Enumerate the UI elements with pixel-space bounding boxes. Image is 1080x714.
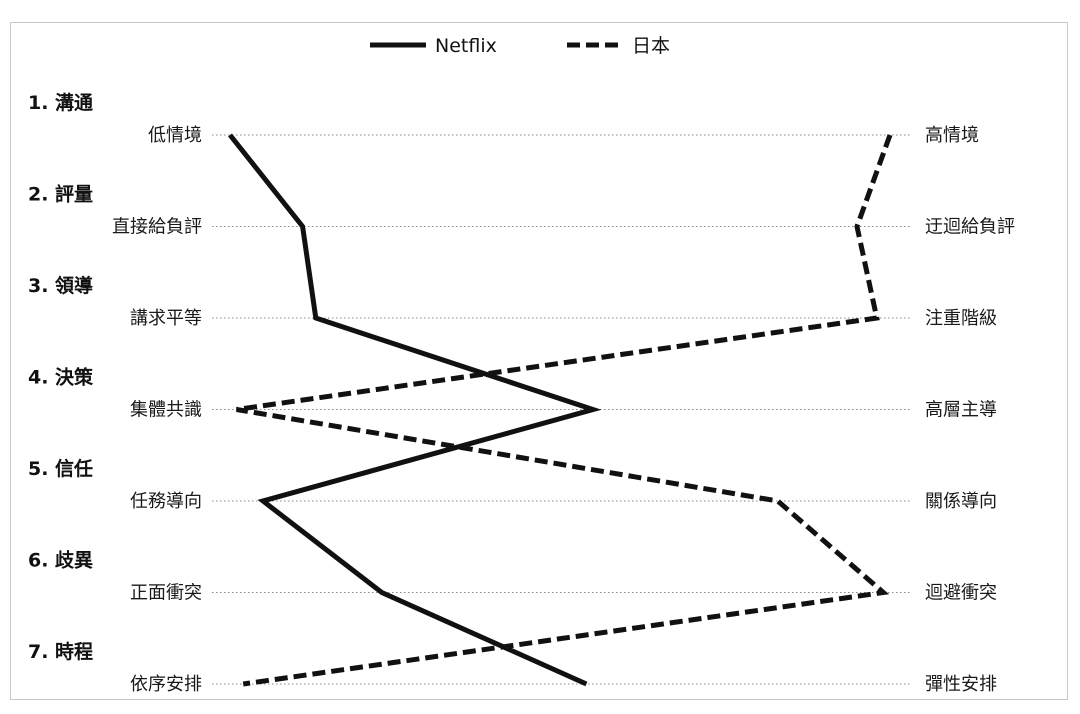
left-pole-label: 直接給負評: [112, 217, 202, 238]
left-pole-label: 講求平等: [130, 308, 202, 329]
legend-label: Netflix: [435, 35, 497, 57]
right-pole-label: 高情境: [925, 125, 979, 146]
left-pole-label: 集體共識: [130, 400, 202, 421]
right-pole-label: 關係導向: [925, 491, 997, 512]
right-pole-label: 迂迴給負評: [925, 217, 1015, 238]
series-line-japan: [236, 134, 893, 687]
dimension-title: 1. 溝通: [28, 91, 94, 114]
dimension-title: 5. 信任: [28, 457, 93, 480]
dimension-title: 7. 時程: [28, 641, 93, 663]
legend-label: 日本: [632, 35, 670, 57]
dimension-title: 4. 決策: [28, 366, 94, 389]
right-pole-label: 彈性安排: [925, 674, 997, 695]
left-pole-label: 低情境: [148, 125, 202, 146]
left-pole-label: 任務導向: [130, 491, 202, 512]
dimension-title: 2. 評量: [28, 183, 93, 206]
dimension-title: 3. 領導: [28, 274, 93, 297]
dimension-title: 6. 歧異: [28, 550, 93, 572]
left-pole-label: 依序安排: [130, 674, 202, 695]
right-pole-label: 注重階級: [925, 308, 997, 329]
left-pole-label: 正面衝突: [130, 583, 202, 604]
chart-frame: [10, 22, 1068, 700]
right-pole-label: 高層主導: [925, 400, 997, 421]
right-pole-label: 迴避衝突: [925, 583, 997, 604]
